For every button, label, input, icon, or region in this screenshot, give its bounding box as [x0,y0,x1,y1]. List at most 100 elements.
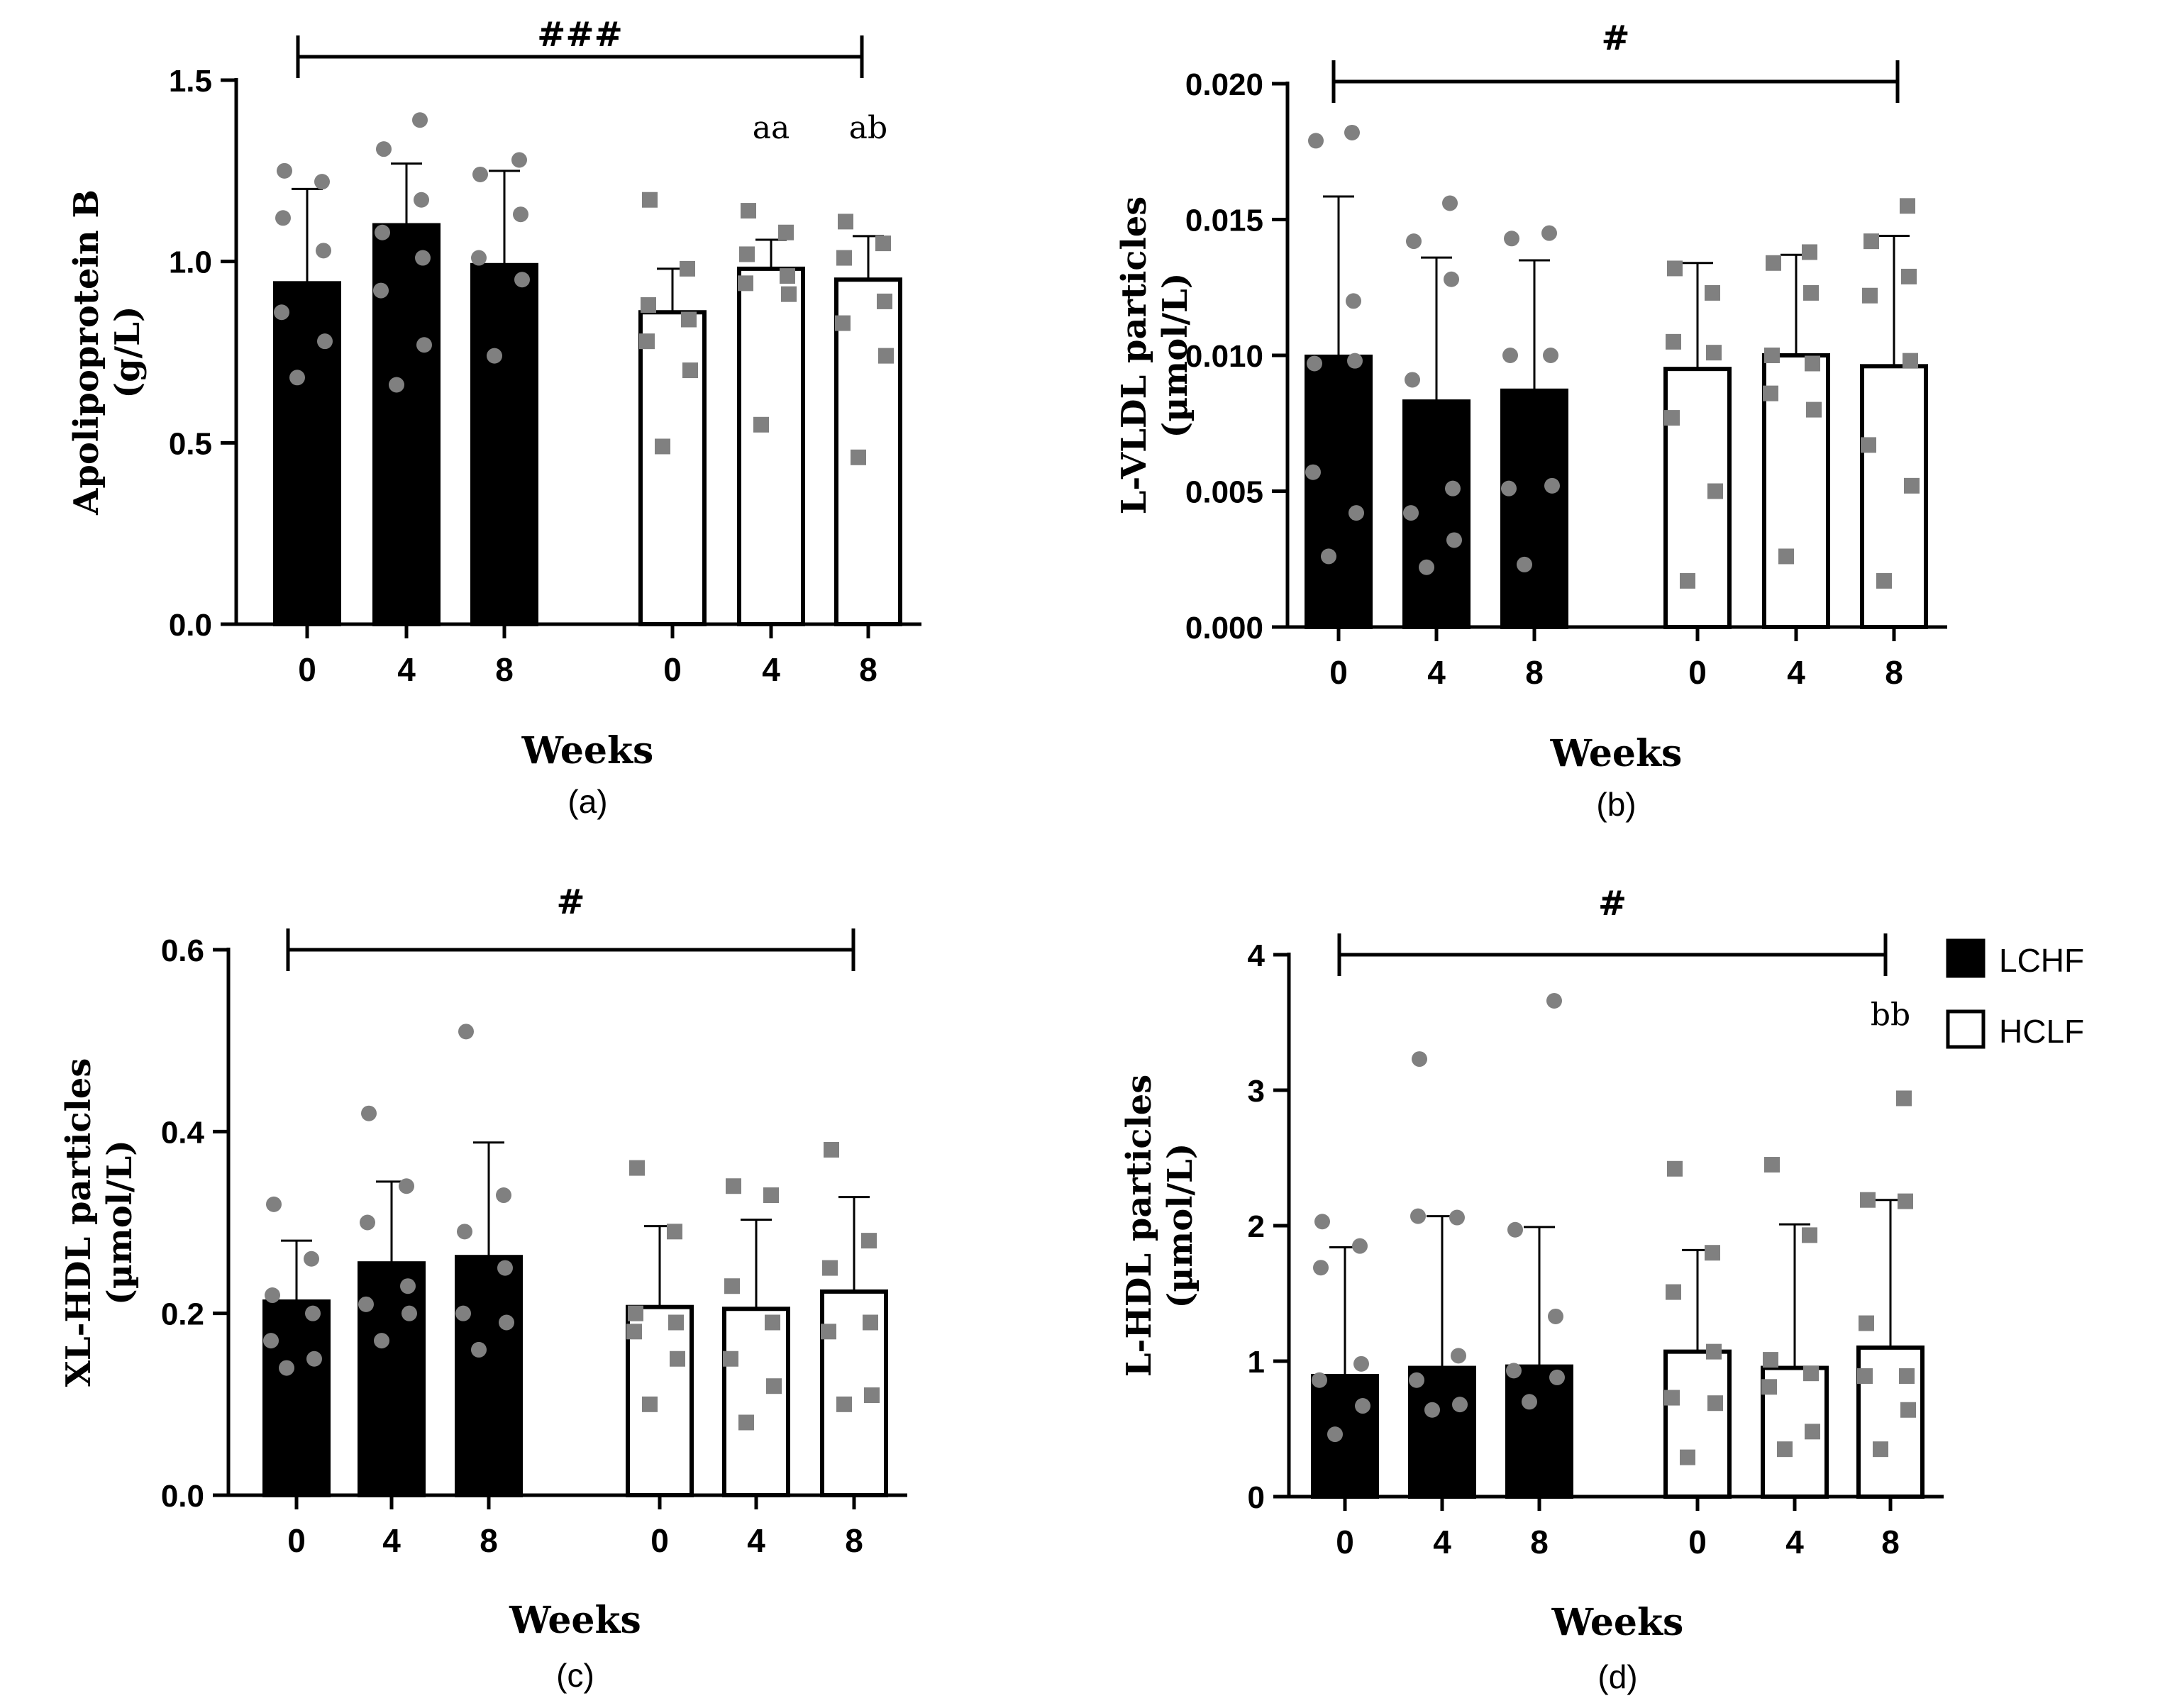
y-axis-title-line: L-HDL particles [1119,1075,1159,1377]
x-tick-label: 0 [1688,1524,1707,1560]
y-axis-title-line: L-VLDL particles [1114,196,1154,515]
data-point [753,416,769,433]
x-tick-label: 4 [1785,1524,1804,1560]
data-point [641,297,656,314]
data-point [738,275,753,292]
panel-caption: (d) [1597,1658,1637,1695]
data-point [514,272,530,288]
y-axis-title: Apolipoprotein B(g/L) [67,189,148,516]
data-point [471,250,487,266]
data-point [412,112,428,128]
legend-swatch-hclf [1946,1009,1986,1049]
data-point [1355,1398,1370,1414]
data-point [739,246,755,262]
data-point [1900,1402,1916,1418]
y-tick-label: 1 [1248,1345,1265,1380]
data-point [1664,1390,1680,1406]
significance-label: # [1598,884,1627,924]
data-point [1805,355,1820,372]
x-tick-label: 4 [382,1522,401,1559]
data-point [1501,480,1517,497]
data-point [1546,992,1562,1009]
data-point [1899,1368,1915,1385]
data-point [1541,225,1557,241]
data-point [1548,1308,1563,1324]
y-tick-label: 0.020 [1185,67,1263,102]
y-axis-title-line: (µmol/L) [100,1140,140,1305]
data-point [1314,1214,1330,1230]
data-point [1344,124,1360,140]
data-point [376,141,392,157]
data-point [836,250,852,266]
data-point [1778,548,1794,565]
data-point [305,1305,321,1321]
data-point [1313,1260,1329,1276]
data-point [263,1333,279,1349]
data-point [1321,548,1336,565]
x-axis-title: Weeks [509,1599,641,1642]
data-point [277,162,292,179]
x-tick-label: 0 [287,1522,306,1559]
y-tick-label: 0.6 [161,933,204,968]
data-point [766,1378,782,1394]
data-point [1445,480,1461,497]
y-tick-label: 0.0 [169,608,212,643]
data-point [487,348,502,364]
data-point [1766,255,1781,271]
data-point [835,315,851,331]
x-tick-label: 4 [762,651,780,688]
data-point [822,1260,838,1276]
data-point [1507,1221,1523,1238]
data-point [1305,464,1321,480]
data-point [724,1278,740,1294]
significance-label: # [556,882,585,922]
data-point [1764,1157,1780,1173]
data-point [1664,410,1680,426]
data-point [741,203,756,219]
legend: LCHF HCLF [1946,938,2084,1050]
data-point [726,1178,741,1194]
x-tick-label: 8 [859,651,877,688]
y-axis-title-line: (g/L) [108,306,148,398]
data-point [1667,260,1683,277]
data-point [1680,572,1695,589]
data-point [1802,1227,1817,1243]
data-point [289,370,305,386]
significance-label: ### [537,15,623,55]
y-tick-label: 3 [1248,1074,1265,1109]
y-axis-title-line: Apolipoprotein B [67,189,106,516]
data-point [1803,1365,1819,1382]
data-point [314,174,330,190]
data-point [416,337,432,353]
data-point [399,1178,414,1194]
data-point [1806,401,1822,418]
data-point [642,192,658,208]
data-point [1873,1441,1888,1458]
bar [834,277,902,626]
x-tick-label: 0 [663,651,682,688]
x-tick-label: 4 [1427,654,1446,691]
y-tick-label: 4 [1248,938,1266,973]
panel-d: 0 1 2 3 4 L-HDL particles(µmol/L) 0 4 8 0 4 8 bb # Wee… [1119,884,1944,1695]
x-axis-title: Weeks [1550,732,1683,775]
x-tick-label: 4 [1787,654,1805,691]
data-point [1517,556,1532,572]
panel-c: 0.0 0.2 0.4 0.6 XL-HDL particles(µmol/L) 0 4 8 0… [59,882,907,1694]
bar [1663,1349,1732,1499]
panel-a: 0.0 0.5 1.0 1.5 Apolipoprotein B(g/L) 0 4 8 0 4 8 a… [67,15,921,820]
data-point [1452,1397,1468,1413]
data-point [1763,1352,1778,1368]
data-point [877,293,892,309]
data-point [1666,1284,1681,1300]
data-point [738,1414,754,1431]
data-point [1442,195,1458,211]
data-point [765,1314,780,1331]
data-point [1412,1051,1427,1068]
annotation-label: ab [849,110,887,146]
data-point [499,1314,514,1331]
y-tick-label: 0.2 [161,1297,204,1332]
x-tick-label: 0 [1336,1524,1354,1560]
y-tick-label: 1.5 [169,64,212,99]
data-point [1802,244,1817,260]
data-point [373,282,389,299]
